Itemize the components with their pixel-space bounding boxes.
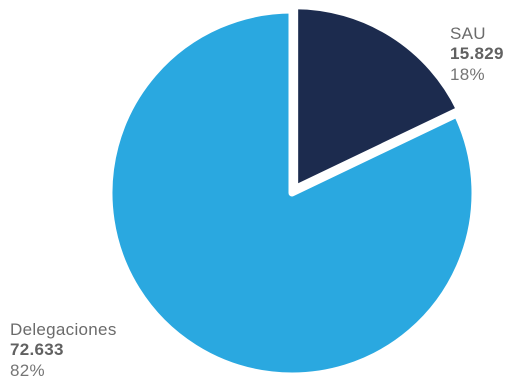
slice-percent-delegaciones: 82% [10, 360, 45, 380]
slice-percent-sau: 18% [450, 64, 485, 84]
pie-slice-sau [291, 2, 464, 193]
slice-label-sau: SAU 15.829 18% [450, 24, 504, 85]
slice-label-delegaciones: Delegaciones 72.633 82% [10, 320, 117, 381]
slice-name-sau: SAU [450, 24, 486, 43]
slice-value-sau: 15.829 [450, 44, 504, 64]
slice-value-delegaciones: 72.633 [10, 340, 64, 360]
pie-slice-delegaciones [105, 6, 479, 380]
slice-name-delegaciones: Delegaciones [10, 320, 117, 339]
pie-slices [105, 2, 479, 380]
